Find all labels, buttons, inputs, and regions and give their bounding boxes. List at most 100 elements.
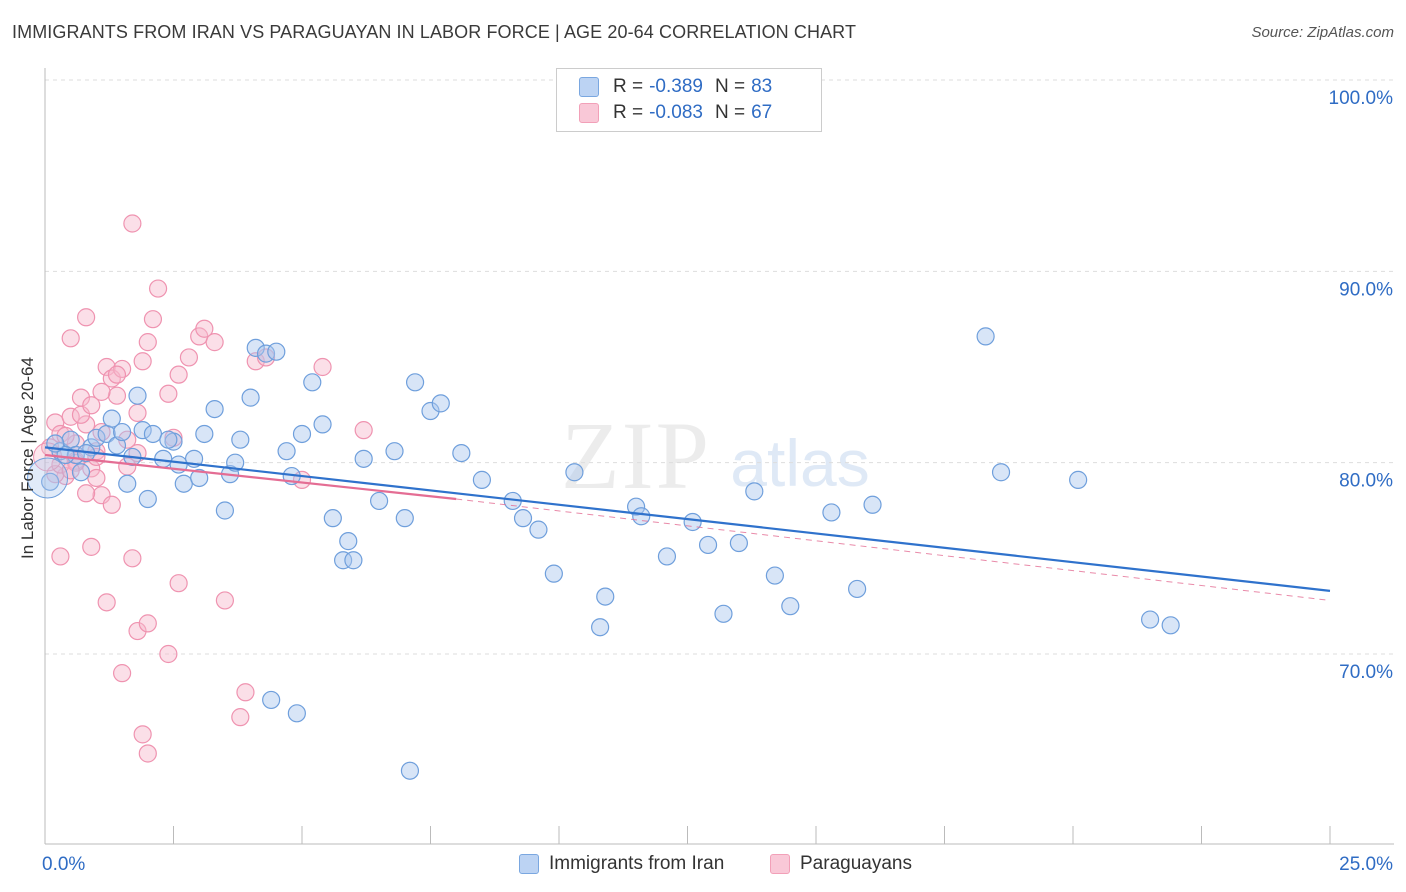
paraguay-point: [128, 403, 147, 423]
legend-n-value-paraguay: 67: [751, 102, 773, 123]
axes: [44, 68, 1394, 845]
iran-point: [241, 388, 260, 407]
watermark: ZIP atlas: [561, 402, 870, 509]
iran-point: [976, 327, 995, 346]
iran-point: [267, 342, 286, 361]
paraguay-point: [97, 357, 116, 377]
paraguay-point: [133, 352, 152, 371]
iran-point: [287, 704, 306, 723]
paraguay-point: [133, 725, 152, 744]
watermark-zip: ZIP: [561, 402, 711, 509]
iran-point: [174, 474, 193, 493]
legend-swatch-paraguay: [579, 103, 599, 123]
iran-point: [405, 373, 425, 392]
paraguay-point: [107, 386, 127, 405]
paraguay-point: [169, 574, 188, 593]
iran-point: [71, 463, 91, 482]
paraguay-point: [195, 319, 214, 338]
legend-r-value-paraguay: -0.083: [649, 102, 703, 123]
iran-point: [385, 442, 404, 461]
iran-point: [87, 428, 106, 447]
paraguay-point: [77, 415, 96, 434]
iran-point: [313, 415, 332, 434]
bottom-legend-label-paraguay: Paraguayans: [800, 853, 912, 874]
iran-point: [323, 509, 342, 528]
bottom-legend-swatch-paraguay: [770, 854, 790, 874]
paraguay-point: [102, 495, 121, 514]
iran-point: [277, 442, 296, 461]
trendlines: [44, 446, 1331, 601]
iran-point: [698, 535, 718, 555]
iran-point: [657, 547, 677, 566]
iran-point: [138, 489, 157, 509]
iran-point: [133, 421, 152, 440]
paraguay-point: [123, 214, 142, 233]
iran-points: [27, 327, 1180, 780]
iran-point: [118, 474, 137, 493]
iran-point: [991, 463, 1011, 482]
bottom-legend-label-iran: Immigrants from Iran: [549, 853, 725, 874]
iran-point: [714, 604, 733, 623]
iran-trendline: [44, 446, 1331, 592]
paraguay-point: [51, 547, 70, 566]
iran-point: [1161, 616, 1180, 635]
tick-labels: 100.0% 90.0% 80.0% 70.0% 0.0% 25.0%: [42, 88, 1393, 875]
iran-point: [370, 491, 389, 511]
legend-r-label: R =: [613, 76, 644, 97]
chart-title: IMMIGRANTS FROM IRAN VS PARAGUAYAN IN LA…: [12, 22, 857, 42]
iran-point: [683, 512, 702, 532]
iran-point: [729, 533, 749, 553]
paraguay-point: [107, 365, 127, 384]
paraguay-point: [159, 644, 178, 664]
iran-point: [848, 579, 867, 599]
iran-point: [128, 386, 147, 405]
paraguay-trendline: [44, 453, 457, 501]
legend-n-label: N =: [714, 102, 746, 123]
iran-point: [292, 424, 312, 444]
paraguay-point: [61, 329, 80, 348]
iran-point: [421, 401, 440, 421]
paraguay-point: [128, 621, 147, 641]
iran-point: [781, 597, 800, 616]
paraguay-point: [77, 308, 96, 327]
y-tick-label: 90.0%: [1339, 279, 1393, 300]
paraguay-point: [159, 384, 178, 403]
y-tick-label: 70.0%: [1339, 662, 1393, 683]
paraguay-point: [112, 664, 132, 683]
paraguay-point: [354, 421, 373, 440]
bottom-legend-paraguay: Paraguayans: [770, 852, 912, 876]
paraguay-point: [82, 396, 101, 415]
iran-point: [334, 551, 353, 570]
iran-point: [544, 564, 563, 583]
paraguay-point: [112, 359, 132, 379]
paraguay-point: [179, 348, 199, 367]
legend-swatch-iran: [579, 77, 599, 97]
y-tick-label: 80.0%: [1339, 471, 1393, 492]
iran-point: [215, 501, 234, 520]
legend-r-label: R =: [613, 102, 644, 123]
bottom-legend-swatch-iran: [519, 854, 539, 874]
y-axis-title: In Labor Force | Age 20-64: [18, 357, 37, 559]
iran-point: [41, 472, 60, 491]
bottom-legend-iran: Immigrants from Iran: [519, 852, 724, 876]
paraguay-point: [143, 310, 163, 329]
paraguay-point: [313, 357, 332, 377]
paraguay-point: [246, 352, 265, 371]
iran-point: [591, 618, 610, 637]
iran-point: [159, 430, 178, 449]
iran-point: [107, 436, 127, 455]
paraguayans-points: [33, 214, 373, 763]
iran-point: [745, 482, 764, 501]
paraguay-point: [205, 333, 224, 352]
x-tick-label: 25.0%: [1339, 854, 1393, 875]
iran-point: [205, 399, 224, 419]
gridlines: [45, 79, 1394, 655]
legend-n-value-iran: 83: [751, 76, 773, 97]
iran-point: [344, 551, 363, 570]
iran-point: [303, 373, 322, 392]
iran-point: [513, 509, 533, 528]
iran-point: [246, 338, 265, 357]
iran-point: [354, 449, 373, 468]
iran-point: [262, 690, 281, 710]
